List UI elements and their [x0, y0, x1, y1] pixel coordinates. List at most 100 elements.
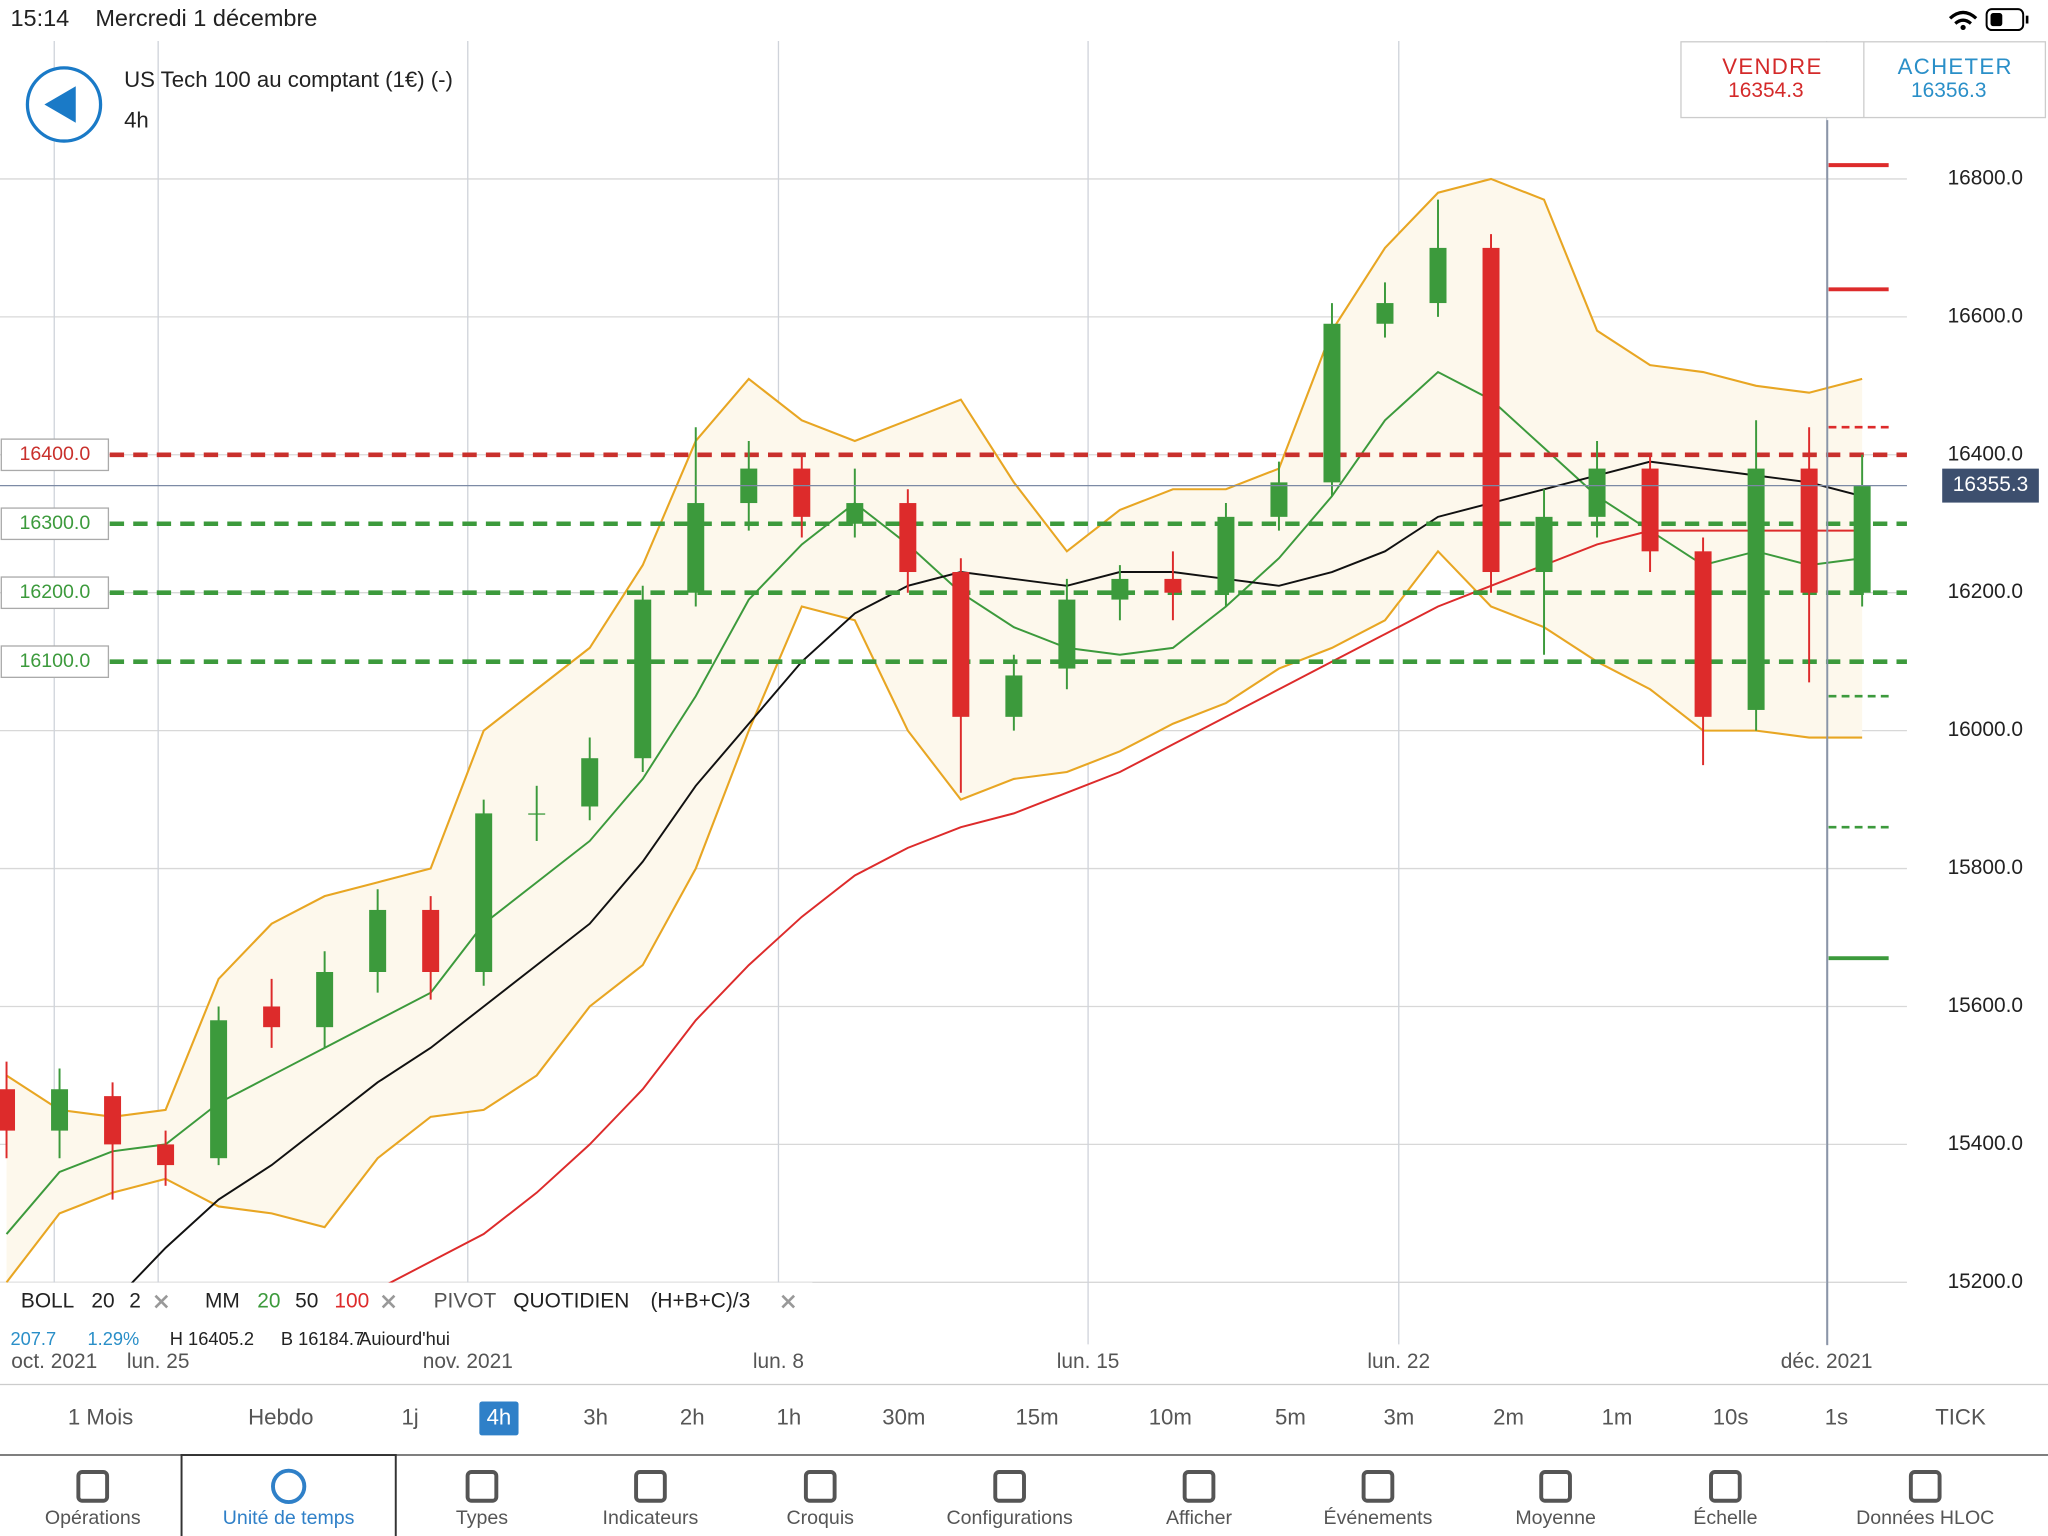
timeframe-option[interactable]: 2h — [680, 1404, 705, 1429]
tab[interactable]: Types — [456, 1470, 508, 1529]
candle-body — [422, 909, 440, 972]
candle-body — [157, 1144, 175, 1166]
tab[interactable]: Afficher — [1166, 1470, 1233, 1529]
timeframe-option[interactable]: 3m — [1383, 1404, 1414, 1429]
timeframe-option[interactable]: 15m — [1015, 1404, 1058, 1429]
y-tick-label: 15800.0 — [1948, 856, 2023, 879]
candle-body — [1111, 578, 1129, 600]
timeframe-label: 1h — [777, 1404, 802, 1429]
y-tick-label: 16800.0 — [1948, 166, 2023, 189]
timeframe-label: 1 Mois — [68, 1404, 133, 1429]
candle-body — [1429, 247, 1447, 304]
timeframe-label: 2h — [680, 1404, 705, 1429]
timeframe-option[interactable]: TICK — [1935, 1404, 1986, 1429]
candle-body — [316, 971, 334, 1028]
sell-button[interactable]: VENDRE 16354.3 — [1722, 54, 1822, 102]
timeframe-label: 15m — [1015, 1404, 1058, 1429]
timeframe-option[interactable]: 3h — [583, 1404, 608, 1429]
tab[interactable]: Croquis — [787, 1470, 855, 1529]
tab[interactable]: Moyenne — [1515, 1470, 1596, 1529]
tab[interactable]: Échelle — [1693, 1470, 1758, 1529]
info-today: Aujourd'hui — [359, 1328, 450, 1349]
timeframe-label: 4h — [124, 107, 149, 132]
date-row-bg — [0, 1345, 2048, 1385]
timeframe-label: 1s — [1825, 1404, 1848, 1429]
candle-body — [475, 813, 493, 972]
timeframe-label: TICK — [1935, 1404, 1986, 1429]
legend-boll: BOLL — [21, 1290, 74, 1313]
tab-label: Afficher — [1166, 1507, 1232, 1529]
tab-label: Opérations — [45, 1507, 141, 1529]
timeframe-option[interactable]: 5m — [1275, 1404, 1306, 1429]
candle-body — [1005, 675, 1023, 717]
status-time: 15:14 — [10, 5, 69, 31]
y-tick-label: 16000.0 — [1948, 718, 2023, 741]
legend-mm: MM — [205, 1290, 240, 1313]
timeframe-option[interactable]: 10m — [1149, 1404, 1192, 1429]
timeframe-option[interactable]: 2m — [1493, 1404, 1524, 1429]
candle-body — [899, 503, 917, 573]
buy-price: 16356.3 — [1911, 79, 1986, 102]
tab-label: Données HLOC — [1856, 1507, 1994, 1529]
info-low: B 16184.7 — [281, 1328, 364, 1349]
timeframe-option[interactable]: 1s — [1825, 1404, 1848, 1429]
level-label: 16400.0 — [19, 443, 90, 465]
timeframe-option[interactable]: 4h — [479, 1401, 519, 1436]
back-button[interactable] — [25, 66, 103, 143]
tab[interactable]: Événements — [1324, 1470, 1433, 1529]
candle-body — [51, 1089, 69, 1131]
tab[interactable]: Opérations — [45, 1470, 141, 1529]
candle-body — [369, 909, 387, 972]
tab[interactable]: Configurations — [947, 1470, 1073, 1529]
candle-body — [1323, 323, 1341, 483]
legend-pivot-formula: (H+B+C)/3 — [650, 1290, 750, 1313]
timeframe-option[interactable]: 30m — [882, 1404, 925, 1429]
legend-pivot-period: QUOTIDIEN — [513, 1290, 629, 1313]
tab-icon — [1182, 1470, 1216, 1503]
y-tick-label: 16600.0 — [1948, 304, 2023, 327]
candle-body — [793, 468, 811, 517]
legend-mm-20: 20 — [257, 1290, 280, 1313]
y-tick-label: 15200.0 — [1948, 1270, 2023, 1293]
timeframe-label: 1j — [401, 1404, 418, 1429]
tab-icon — [803, 1470, 837, 1503]
timeframe-option[interactable]: 10s — [1713, 1404, 1749, 1429]
tab-label: Types — [456, 1507, 508, 1529]
level-label: 16100.0 — [19, 650, 90, 672]
candle-body — [1588, 468, 1606, 517]
timeframe-option[interactable]: 1h — [777, 1404, 802, 1429]
info-high: H 16405.2 — [170, 1328, 254, 1349]
timeframe-option[interactable]: 1 Mois — [68, 1404, 133, 1429]
sell-label: VENDRE — [1722, 54, 1822, 79]
tab-icon — [76, 1470, 110, 1503]
candle-body — [210, 1020, 228, 1159]
candle-body — [104, 1096, 122, 1145]
timeframe-label: Hebdo — [248, 1404, 313, 1429]
timeframe-option[interactable]: Hebdo — [248, 1404, 313, 1429]
y-tick-label: 15600.0 — [1948, 994, 2023, 1017]
x-tick-label: lun. 15 — [1057, 1350, 1120, 1373]
tab[interactable]: Unité de temps — [180, 1454, 397, 1536]
candle-body — [1058, 599, 1076, 669]
legend-boll-dev: 2 — [129, 1290, 141, 1313]
timeframe-label: 10s — [1713, 1404, 1749, 1429]
buy-label: ACHETER — [1898, 54, 2013, 79]
candle-body — [1217, 516, 1235, 593]
buy-button[interactable]: ACHETER 16356.3 — [1898, 54, 2013, 102]
tab-label: Événements — [1324, 1506, 1433, 1529]
tab-bar: Opérations Unité de temps Types Indicateurs… — [0, 1454, 2048, 1536]
date-axis: oct. 2021 lun. 25 nov. 2021 lun. 8 lun. 15 lu… — [11, 1350, 1872, 1373]
x-tick-label: oct. 2021 — [11, 1350, 97, 1373]
candle-body — [1641, 468, 1659, 552]
timeframe-label: 3h — [583, 1404, 608, 1429]
tab[interactable]: Indicateurs — [603, 1470, 699, 1529]
timeframe-option[interactable]: 1m — [1602, 1404, 1633, 1429]
close-icons[interactable] — [154, 1294, 796, 1309]
band-lower — [5, 549, 1863, 1283]
timeframe-option[interactable]: 1j — [401, 1404, 418, 1429]
candle-body — [528, 813, 546, 815]
candle-body — [687, 503, 705, 593]
indicator-legend: BOLL 20 2 MM 20 50 100 PIVOT QUOTIDIEN (… — [10, 1290, 796, 1349]
tab[interactable]: Données HLOC — [1856, 1470, 1994, 1529]
